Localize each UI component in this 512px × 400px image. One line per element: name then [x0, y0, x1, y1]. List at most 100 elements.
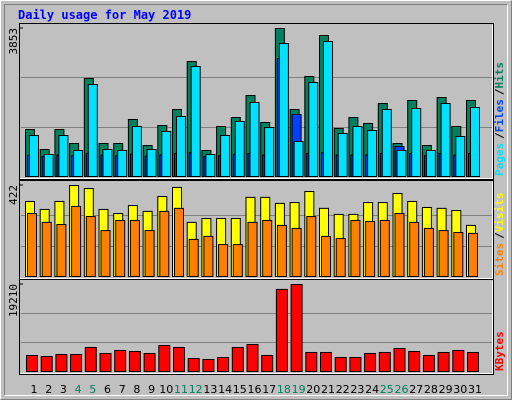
x-tick-label: 3: [60, 383, 67, 396]
bar: [187, 357, 200, 372]
bar: [393, 347, 406, 372]
bar: [202, 358, 215, 372]
bar: [422, 354, 435, 372]
bar: [99, 352, 112, 372]
bar: [437, 351, 450, 372]
y-tick-label: 3853: [7, 28, 20, 55]
bar: [396, 149, 407, 178]
x-tick-label: 19: [292, 383, 306, 396]
x-tick-label: 24: [365, 383, 379, 396]
bar: [234, 120, 245, 178]
x-tick-label: 16: [248, 383, 262, 396]
legend-entry: KBytes: [493, 331, 506, 371]
bar: [84, 346, 97, 372]
bar: [305, 351, 318, 372]
x-tick-label: 12: [189, 383, 203, 396]
bar: [323, 41, 333, 177]
bar: [100, 230, 111, 278]
legend-separator: /: [493, 232, 506, 239]
x-tick-label: 23: [350, 383, 364, 396]
bar: [117, 149, 128, 178]
x-tick-label: 11: [174, 383, 188, 396]
x-tick-label: 20: [306, 383, 320, 396]
legend-entry: Files: [493, 99, 506, 132]
legend-entry: Pages: [493, 143, 506, 176]
x-tick-label: 9: [148, 383, 155, 396]
bar: [70, 353, 83, 372]
x-tick-label: 6: [104, 383, 111, 396]
bar: [379, 219, 390, 278]
x-tick-label: 21: [321, 383, 335, 396]
x-tick-label: 26: [395, 383, 409, 396]
bar: [102, 148, 113, 178]
plot-bevel: [20, 280, 493, 374]
bar: [321, 235, 331, 277]
bar: [85, 216, 96, 278]
bar: [425, 149, 436, 178]
bar: [440, 103, 451, 177]
bar: [409, 221, 420, 277]
bar: [217, 356, 230, 372]
bar: [350, 219, 361, 278]
bar: [308, 82, 319, 177]
bar: [249, 102, 260, 177]
bar: [262, 219, 273, 278]
legend-entry: Hits: [493, 62, 506, 89]
bar: [205, 153, 216, 178]
x-tick-label: 14: [218, 383, 232, 396]
bar: [381, 109, 392, 177]
bar: [176, 116, 186, 177]
y-tick-label: 422: [7, 185, 20, 205]
bar: [115, 219, 126, 278]
inner-frame-light: [4, 4, 508, 396]
x-tick-label: 7: [119, 383, 126, 396]
bar: [408, 350, 421, 372]
bar: [220, 135, 231, 178]
bar: [468, 232, 478, 277]
bar: [365, 221, 376, 277]
bar: [29, 135, 39, 178]
bar: [218, 244, 229, 278]
plot-bevel: [20, 181, 493, 279]
x-tick-label: 1: [31, 383, 38, 396]
bar: [161, 131, 172, 178]
bar: [114, 349, 127, 372]
bar: [58, 135, 69, 178]
bar: [158, 344, 171, 372]
bar: [423, 227, 434, 277]
bar: [411, 108, 422, 177]
x-tick-label: 30: [453, 383, 467, 396]
legend-entry: Visits: [493, 193, 506, 233]
x-tick-label: 13: [203, 383, 217, 396]
bar: [334, 356, 347, 372]
bar: [306, 216, 317, 278]
legend: KBytes: [493, 331, 506, 371]
bar: [470, 107, 480, 177]
x-tick-label: 4: [75, 383, 82, 396]
bar: [41, 221, 52, 277]
legend-separator: /: [493, 132, 506, 139]
bar: [56, 224, 67, 277]
bar: [276, 224, 287, 278]
x-tick-label: 8: [133, 383, 140, 396]
bar: [73, 149, 84, 178]
bar: [55, 353, 68, 372]
bar: [278, 43, 289, 177]
bar: [87, 84, 98, 177]
bar: [349, 356, 362, 372]
legend: Pages/Files/Hits: [493, 62, 506, 176]
bar: [264, 127, 275, 177]
bar: [71, 205, 82, 278]
x-tick-label: 29: [439, 383, 453, 396]
bar: [261, 354, 274, 372]
bar: [352, 125, 363, 177]
legend: Sites /Visits: [493, 193, 506, 277]
bar: [146, 148, 157, 178]
x-tick-label: 5: [89, 383, 96, 396]
bar: [231, 346, 244, 372]
bar: [128, 350, 141, 372]
x-tick-label: 10: [159, 383, 173, 396]
bar: [275, 288, 288, 372]
